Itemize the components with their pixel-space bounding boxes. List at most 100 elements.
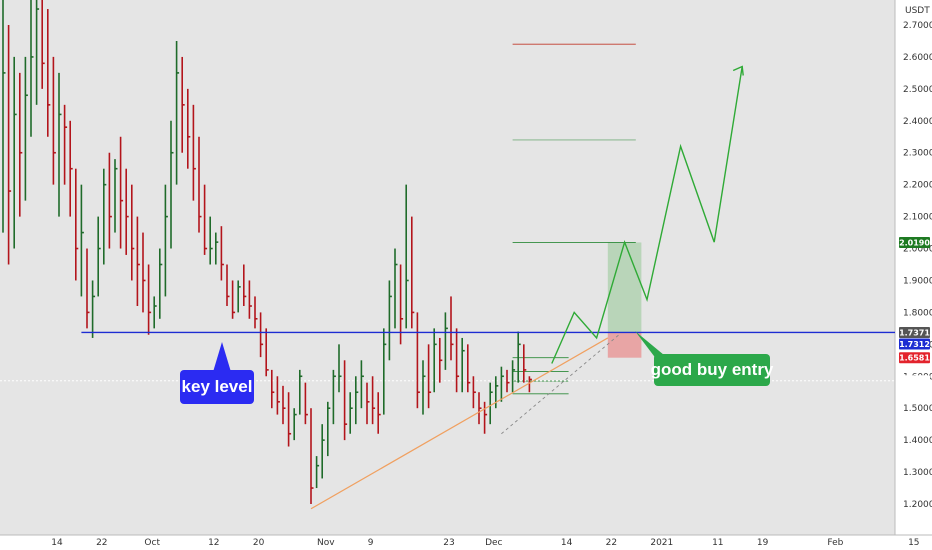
x-tick-label: Oct [144,538,160,548]
price-axis[interactable] [895,0,932,550]
price-bar [377,392,381,434]
price-bar [478,392,482,425]
price-bar [489,382,493,425]
price-bar [405,184,409,329]
price-bar [517,331,521,383]
trendline [310,337,609,510]
price-tag: 1.6581 [899,352,930,364]
price-bar [332,369,336,425]
price-bar [69,120,73,217]
price-tag: 1.7312 [899,338,930,350]
projected-path-arrowhead [732,65,744,76]
take-profit-zone [607,242,642,333]
price-tag-label: 1.6581 [899,354,930,363]
y-tick-label: 2.2000 [903,181,932,191]
price-tag-bg [899,387,930,399]
price-bar [528,376,532,393]
entry-projection-dashed [501,334,620,435]
x-tick-label: 9 [368,538,374,548]
price-bar [181,56,185,153]
price-bar [103,168,107,265]
price-bar [125,168,129,255]
price-bar [321,424,325,479]
x-tick-label: 19 [757,538,769,548]
price-bar [438,337,443,383]
price-bar [80,184,84,297]
price-bar [30,0,34,137]
price-bar [147,264,152,335]
price-tag-bg [899,375,930,387]
price-bar [46,9,51,137]
key-level-callout: key level [180,342,254,404]
price-bar [427,344,432,409]
price-bar [86,248,90,329]
price-bar [315,456,320,489]
y-tick-label: 1.5000 [903,404,932,414]
price-bar [175,40,180,185]
price-bar [293,408,297,441]
price-bar [41,0,45,89]
price-bar [500,366,504,402]
x-tick-label: 12 [208,538,219,548]
key-level-callout-pointer [213,342,231,372]
price-bar [382,328,387,415]
price-bar [119,136,124,249]
price-bar [522,344,527,383]
price-bar [472,376,476,409]
price-tag-label: 2.0190 [899,238,930,247]
price-bar [282,385,286,425]
price-bar [259,312,264,358]
price-bar [399,264,404,345]
price-bar [63,104,68,185]
price-bar [203,184,208,255]
x-tick-label: 11 [712,538,723,548]
x-tick-label: 23 [443,538,454,548]
price-bar [276,376,280,415]
price-bar [24,56,28,201]
currency-label: USDT [905,6,930,16]
y-tick-label: 1.9000 [903,276,932,286]
price-bar [243,264,247,307]
price-bar [220,226,224,281]
price-bar [360,360,364,409]
x-tick-label: 14 [561,538,573,548]
price-tag-bg [899,326,930,338]
drawings [81,65,895,510]
price-tag: 1.7371 [899,326,930,338]
y-tick-label: 1.3000 [903,468,932,478]
price-bar [13,56,17,249]
price-tag-label: 1.7371 [899,328,930,337]
price-bar [170,120,174,249]
price-tag-label: 19:58:55 [895,389,932,398]
price-bar [136,216,140,307]
price-bar [209,216,213,265]
price-bar [388,280,392,361]
price-bar [187,88,191,169]
price-bar [298,369,303,415]
price-bar [450,296,454,361]
time-axis[interactable] [0,535,932,550]
projected-path [551,66,743,364]
annotations: key level good buy entry [180,331,774,404]
y-tick-label: 1.2000 [903,500,932,510]
price-bar [270,369,275,409]
price-tag-bg [899,352,930,364]
price-bar [248,280,252,319]
y-tick-label: 2.5000 [903,85,932,95]
x-tick-label: 2021 [650,538,673,548]
price-bar [164,184,168,297]
price-bar [58,72,62,217]
y-tick-label: 2.6000 [903,53,932,63]
price-bar [131,184,135,281]
x-tick-label: 20 [253,538,265,548]
x-tick-label: 14 [51,538,63,548]
key-level-callout-box [180,370,254,404]
key-level-label: key level [182,377,253,396]
price-bar [35,0,40,105]
y-tick-label: 2.1000 [903,213,932,223]
price-bar [349,392,353,434]
price-bar [226,264,230,307]
stop-loss-zone [607,332,642,358]
y-tick-label: 2.7000 [903,21,932,31]
